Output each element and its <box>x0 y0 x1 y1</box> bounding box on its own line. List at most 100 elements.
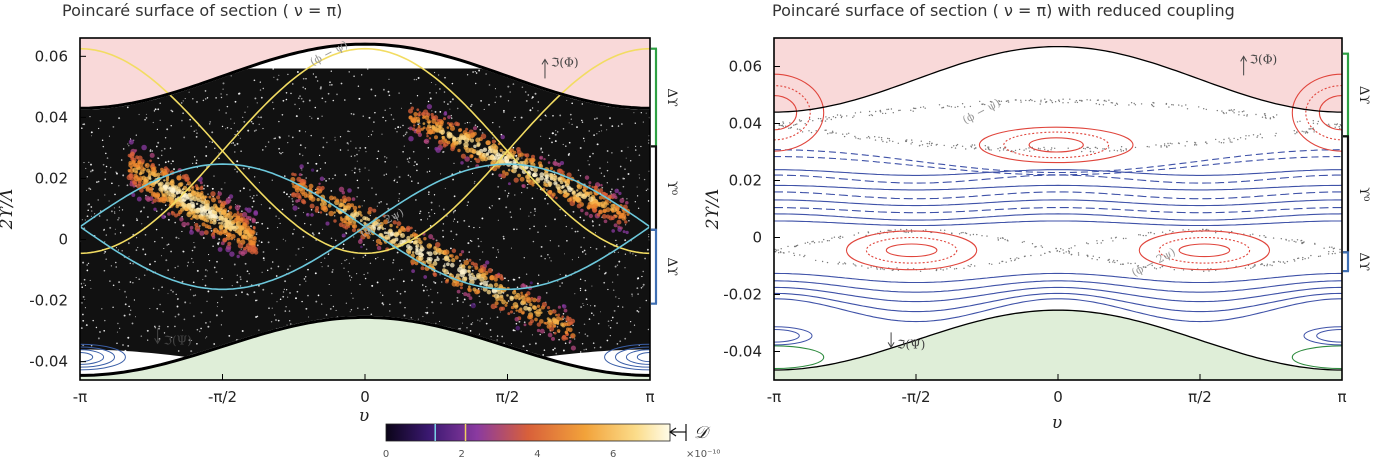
sea-dot <box>290 92 292 95</box>
sea-dot <box>433 212 436 215</box>
sea-dot <box>512 146 515 149</box>
sea-dot <box>258 329 260 331</box>
separatrix-dot <box>876 268 878 270</box>
separatrix-dot <box>971 144 973 146</box>
ridge-dot <box>414 239 419 244</box>
ridge-dot <box>470 302 476 309</box>
ridge-dot <box>553 178 557 182</box>
sea-dot <box>607 161 609 163</box>
sea-dot <box>241 210 243 213</box>
sea-dot <box>259 81 261 83</box>
ridge-dot <box>383 231 387 235</box>
sea-dot <box>616 343 619 345</box>
separatrix-dot <box>972 233 975 236</box>
ridge-dot <box>457 148 461 153</box>
sea-dot <box>216 260 218 263</box>
sea-dot <box>356 153 358 156</box>
separatrix-dot <box>874 139 877 141</box>
sea-dot <box>104 241 106 243</box>
sea-dot <box>404 307 406 309</box>
sea-dot <box>177 350 180 352</box>
separatrix-dot <box>1264 114 1267 117</box>
sea-dot <box>212 245 214 247</box>
ridge-dot <box>204 204 210 210</box>
sea-dot <box>103 329 106 332</box>
separatrix-dot <box>1058 99 1060 102</box>
separatrix-dot <box>1075 100 1078 102</box>
sea-dot <box>193 222 195 224</box>
separatrix-dot <box>899 109 901 112</box>
sea-dot <box>402 151 404 153</box>
sea-dot <box>104 194 106 196</box>
sea-dot <box>469 239 472 242</box>
sea-dot <box>262 127 264 130</box>
sea-dot <box>634 122 637 124</box>
flow-line <box>774 280 1342 293</box>
sea-dot <box>315 188 317 191</box>
separatrix-dot <box>900 228 902 231</box>
sea-dot <box>513 119 515 122</box>
sea-dot <box>642 121 644 123</box>
sea-dot <box>419 122 421 124</box>
ridge-dot <box>427 251 433 257</box>
sea-dot <box>485 73 487 75</box>
sea-dot <box>388 94 391 97</box>
sea-dot <box>108 135 110 137</box>
sea-dot <box>114 228 116 230</box>
sea-dot <box>239 285 242 287</box>
sea-dot <box>529 109 532 112</box>
sea-dot <box>173 277 175 279</box>
separatrix-dot <box>924 267 926 270</box>
sea-dot <box>507 100 510 102</box>
sea-dot <box>444 277 446 280</box>
ridge-dot <box>490 303 497 310</box>
separatrix-dot <box>879 268 882 270</box>
sea-dot <box>195 136 198 138</box>
sea-dot <box>307 268 309 271</box>
sea-dot <box>330 70 332 72</box>
ridge-dot <box>472 287 477 292</box>
separatrix-dot <box>1120 263 1122 265</box>
ridge-dot <box>512 164 518 170</box>
ridge-dot <box>611 193 617 199</box>
sea-dot <box>598 224 601 226</box>
sea-dot <box>146 216 149 218</box>
sea-dot <box>523 256 526 259</box>
separatrix-dot <box>1221 110 1223 112</box>
separatrix-dot <box>1082 147 1085 150</box>
separatrix-dot <box>1151 105 1154 107</box>
sea-dot <box>234 239 236 241</box>
sea-dot <box>579 175 582 177</box>
separatrix-dot <box>1225 112 1228 114</box>
sea-dot <box>128 313 131 316</box>
ridge-dot <box>426 130 431 135</box>
ridge-dot <box>505 301 509 305</box>
ridge-dot <box>308 183 314 189</box>
x-tick-label: -π <box>73 388 87 406</box>
ridge-dot <box>444 140 448 143</box>
ridge-dot <box>423 237 427 241</box>
sea-dot <box>561 282 564 284</box>
sea-dot <box>302 100 305 103</box>
sea-dot <box>644 257 646 260</box>
sea-dot <box>277 265 280 268</box>
separatrix-dot <box>1095 103 1098 105</box>
ridge-dot <box>512 150 517 155</box>
separatrix-dot <box>801 131 804 133</box>
sea-dot <box>81 302 83 304</box>
sea-dot <box>440 302 442 304</box>
ridge-dot <box>539 155 544 160</box>
sea-dot <box>95 326 98 329</box>
separatrix-dot <box>910 109 912 112</box>
sea-dot <box>158 327 160 330</box>
sea-dot <box>122 344 124 346</box>
y-tick-label: -0.04 <box>723 343 762 361</box>
sea-dot <box>132 262 134 265</box>
ridge-dot <box>549 312 552 316</box>
separatrix-dot <box>799 254 801 256</box>
sea-dot <box>470 240 473 243</box>
separatrix-dot <box>798 119 801 121</box>
sea-dot <box>554 140 557 143</box>
sea-dot <box>598 268 601 270</box>
ridge-dot <box>345 221 351 227</box>
